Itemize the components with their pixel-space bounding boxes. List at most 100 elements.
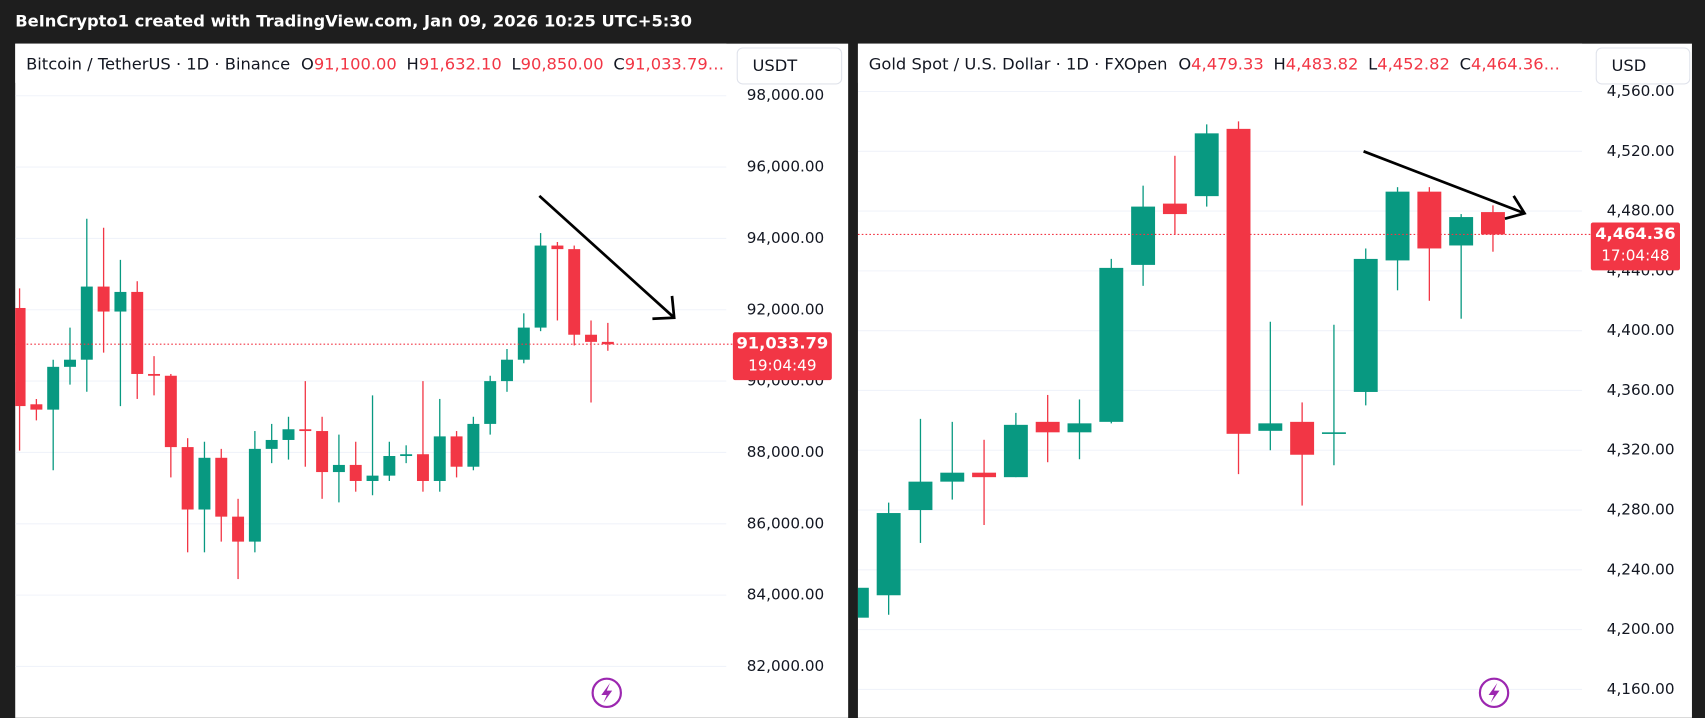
candle-body: [433, 436, 446, 481]
candle-body: [248, 448, 261, 542]
last-price-box: [1590, 222, 1680, 271]
candle-body: [1131, 206, 1156, 265]
candle-body: [416, 454, 429, 481]
pane-right: [857, 43, 1692, 718]
currency-button[interactable]: [1595, 47, 1691, 85]
y-tick-label: 86,000.00: [747, 514, 824, 532]
y-tick-label: 98,000.00: [747, 86, 824, 104]
legend-key: C: [1460, 54, 1471, 73]
candle-body: [1258, 423, 1283, 431]
arrow-head: [1504, 195, 1527, 221]
candle-body: [232, 516, 245, 542]
candle-body: [908, 481, 933, 511]
currency-button[interactable]: [736, 47, 843, 85]
candle-body: [1035, 421, 1060, 433]
candle-body: [265, 439, 278, 449]
legend-value: 91,100.00: [314, 54, 397, 73]
candle-body: [332, 464, 345, 473]
candle-body: [181, 447, 194, 510]
plot-area: [857, 90, 1583, 690]
chart: 4,160.00 4,200.00 4,240.00 4,280.00 4,320.00…: [857, 43, 1691, 698]
y-tick-label: 4,360.00: [1607, 381, 1675, 399]
countdown: 17:04:48: [1601, 247, 1669, 265]
candle-body: [198, 457, 211, 510]
candle-body: [47, 366, 60, 410]
legend-value: 4,483.82: [1286, 54, 1359, 73]
legend-value: 91,033.79…: [625, 54, 724, 73]
currency-label: USDT: [752, 56, 797, 75]
plot-area: [15, 95, 727, 668]
candle-body: [64, 359, 76, 367]
legend-value: 91,632.10: [419, 54, 502, 73]
candle-body: [1481, 212, 1505, 235]
candle-body: [876, 513, 901, 596]
candle-body: [857, 587, 869, 618]
y-tick-label: 4,480.00: [1607, 202, 1675, 220]
candle-body: [1162, 203, 1187, 215]
candle-body: [30, 404, 43, 410]
chart-header: Gold Spot / U.S. Dollar · 1D · FXOpen O4,…: [869, 54, 1560, 73]
charts: 82,000.0084,000.0086,000.0088,000.0090,0…: [15, 43, 1691, 698]
candle-body: [400, 454, 413, 457]
chart: 82,000.0084,000.0086,000.0088,000.0090,0…: [15, 43, 843, 675]
banner: BeInCrypto1 created with TradingView.com…: [15, 11, 692, 30]
candle-body: [1003, 424, 1028, 478]
candle-body: [15, 307, 26, 407]
legend-key: H: [407, 54, 419, 73]
candle-body: [148, 373, 161, 376]
candle-body: [1385, 191, 1410, 261]
candle-body: [97, 286, 110, 312]
y-tick-label: 4,160.00: [1607, 680, 1675, 698]
candle-body: [1194, 133, 1219, 197]
legend-value: 4,479.33: [1191, 54, 1264, 73]
candle-body: [164, 375, 177, 448]
candle-body: [1449, 217, 1474, 246]
y-tick-label: 4,200.00: [1607, 620, 1675, 638]
legend-key: O: [1178, 54, 1191, 73]
y-tick-label: 4,240.00: [1607, 560, 1675, 578]
trend-arrow: [1363, 150, 1525, 215]
y-tick-label: 84,000.00: [747, 586, 824, 604]
y-tick-label: 82,000.00: [747, 657, 824, 675]
candle-body: [80, 286, 93, 360]
lightning-icon[interactable]: [591, 677, 622, 709]
candle-body: [114, 291, 127, 312]
candle-body: [972, 472, 997, 478]
candle-body: [1226, 128, 1251, 434]
y-tick-label: 88,000.00: [747, 443, 824, 461]
candle-body: [551, 245, 564, 250]
candle-body: [467, 423, 480, 467]
arrow-head: [652, 295, 676, 321]
currency-label: USD: [1611, 56, 1646, 75]
header-mask: [857, 43, 1583, 83]
candle-body: [215, 457, 228, 517]
y-tick-label: 96,000.00: [747, 158, 824, 176]
candle-body: [1321, 432, 1346, 434]
candle-body: [534, 245, 547, 328]
y-tick-label: 94,000.00: [747, 229, 824, 247]
candle-body: [1067, 423, 1092, 433]
legend-key: C: [613, 54, 624, 73]
last-price-label: 4,464.36: [1595, 224, 1675, 243]
candle-body: [484, 381, 497, 424]
legend-key: L: [512, 54, 521, 73]
candle-body: [1353, 258, 1378, 392]
candle-body: [383, 456, 396, 476]
candle-body: [517, 327, 530, 360]
chart-title: Gold Spot / U.S. Dollar · 1D · FXOpen: [869, 54, 1168, 73]
legend-value: 4,452.82: [1377, 54, 1450, 73]
candle-body: [1099, 267, 1124, 422]
lightning-icon[interactable]: [1478, 677, 1510, 709]
candle-body: [316, 431, 329, 473]
candle-body: [585, 334, 598, 342]
candle-body: [366, 475, 379, 481]
legend-key: H: [1274, 54, 1286, 73]
y-tick-label: 4,400.00: [1607, 321, 1675, 339]
header-mask: [15, 43, 727, 83]
legend-value: 4,464.36…: [1471, 54, 1560, 73]
y-tick-label: 92,000.00: [747, 300, 824, 318]
y-tick-label: 4,320.00: [1607, 441, 1675, 459]
candle-body: [1290, 421, 1315, 455]
legend-key: L: [1368, 54, 1377, 73]
